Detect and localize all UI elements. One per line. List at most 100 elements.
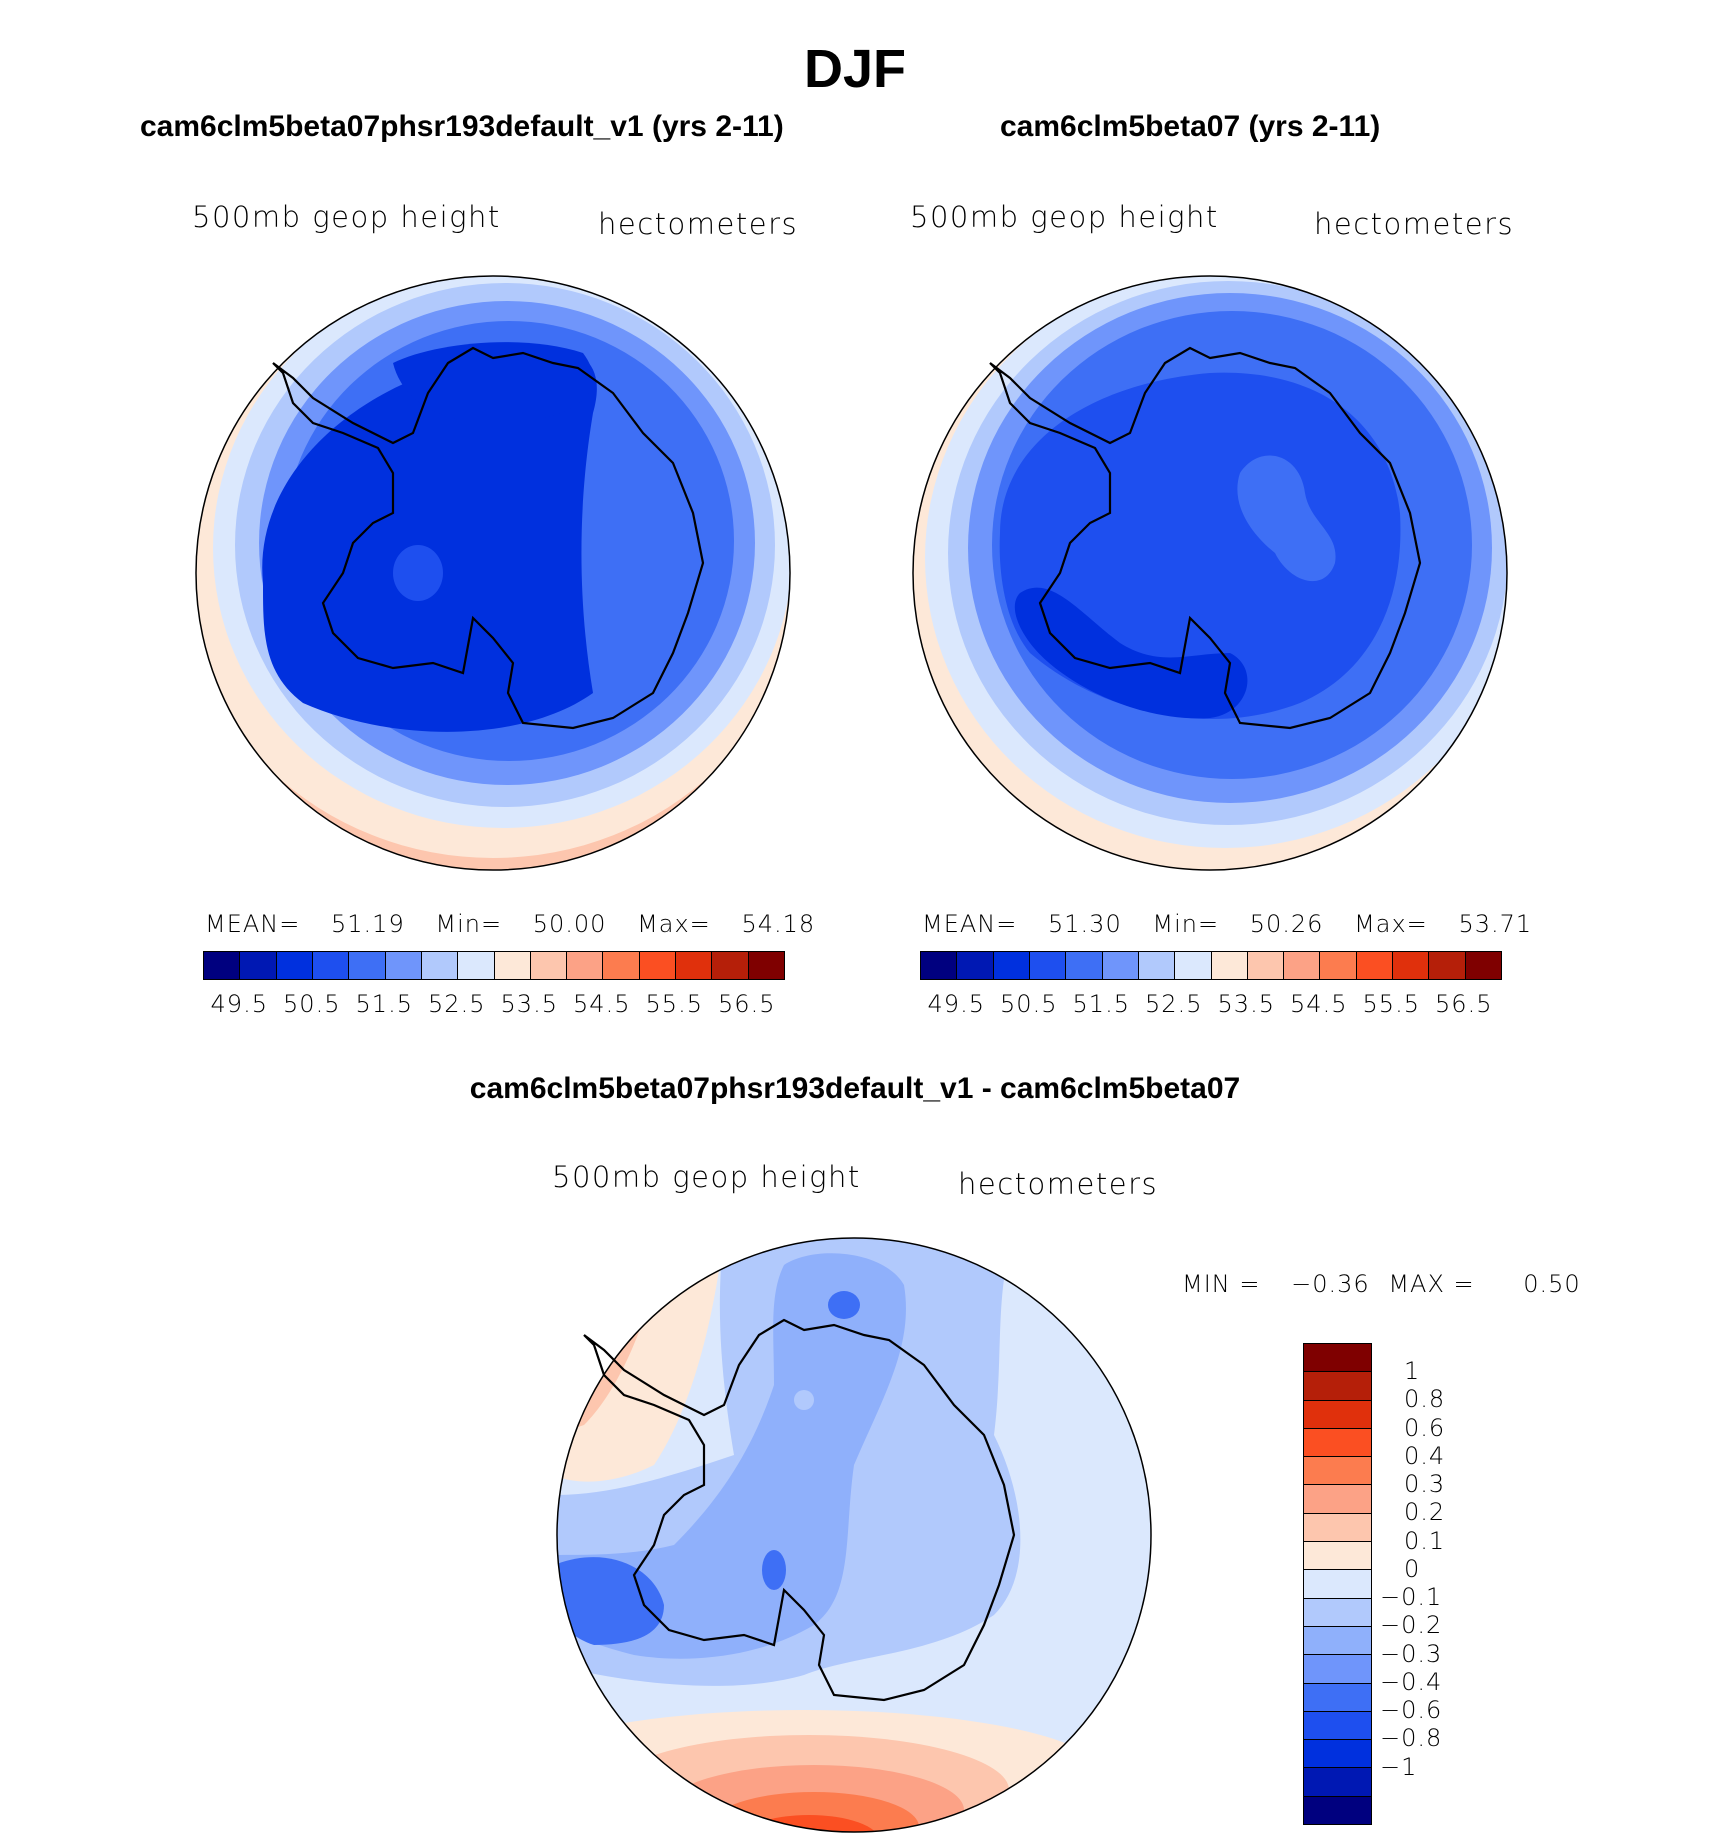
panel1-max-value: 54.18 [741, 910, 816, 938]
diff-subtitle: cam6clm5beta07phsr193default_v1 - cam6cl… [469, 1072, 1241, 1105]
colorbar-swatch [1304, 1484, 1371, 1513]
colorbar-tick-label: 0.8 [1404, 1385, 1446, 1414]
colorbar-swatch [992, 952, 1029, 979]
colorbar-tick-label: 0 [1404, 1554, 1421, 1583]
panel1-min-label: Min= [435, 910, 503, 938]
diff-min-value: −0.36 [1291, 1270, 1370, 1298]
colorbar-swatch [348, 952, 385, 979]
colorbar-swatch [1304, 1625, 1371, 1655]
colorbar-swatch [921, 952, 957, 979]
colorbar-tick-label: 51.5 [355, 990, 413, 1018]
colorbar-swatch [1304, 1569, 1371, 1598]
colorbar-tick-label: 53.5 [500, 990, 558, 1018]
colorbar-tick-label: 53.5 [1217, 990, 1275, 1018]
panel2-min-value: 50.26 [1249, 910, 1324, 938]
diff-max-value: 0.50 [1523, 1270, 1581, 1298]
colorbar-tick-label: 0.2 [1404, 1498, 1446, 1527]
diff-colorbar-ticks: 1 0.8 0.6 0.4 0.3 0.2 0.1 0 −0.1 −0.2 −0.3 −0.4 −0.6… [1380, 1343, 1584, 1823]
colorbar-swatch [529, 952, 567, 979]
colorbar-swatch [1283, 952, 1320, 979]
colorbar-tick-label: 56.5 [1435, 990, 1493, 1018]
colorbar-swatch [493, 952, 530, 979]
panel1-field-label: 500mb geop height [192, 200, 501, 234]
colorbar-tick-label: 52.5 [1145, 990, 1203, 1018]
colorbar-swatch [1304, 1371, 1371, 1400]
colorbar-swatch [457, 952, 494, 979]
panel2-colorbar-ticks: 49.5 50.5 51.5 52.5 53.5 54.5 55.5 56.5 [920, 990, 1500, 1020]
colorbar-swatch [1246, 952, 1284, 979]
colorbar-swatch [1304, 1344, 1371, 1372]
colorbar-swatch [1304, 1541, 1371, 1570]
page-title: DJF [803, 39, 906, 99]
panel1-mean-value: 51.19 [331, 910, 405, 938]
panel1-max-label: Max= [637, 910, 711, 938]
colorbar-swatch [1210, 952, 1247, 979]
diff-units-label: hectometers [958, 1167, 1159, 1201]
colorbar-swatch [675, 952, 712, 979]
antarctica-coastline [583, 1318, 1016, 1702]
panel2-max-label: Max= [1354, 910, 1428, 938]
colorbar-swatch [1304, 1399, 1371, 1428]
colorbar-swatch [1065, 952, 1102, 979]
antarctica-coastline [272, 346, 705, 730]
colorbar-swatch [1428, 952, 1465, 979]
colorbar-swatch [1355, 952, 1393, 979]
colorbar-swatch [1304, 1682, 1371, 1711]
colorbar-swatch [1304, 1512, 1371, 1542]
colorbar-tick-label: 0.1 [1404, 1526, 1446, 1555]
colorbar-swatch [711, 952, 748, 979]
panel2-field-label: 500mb geop height [910, 200, 1219, 234]
colorbar-swatch [1319, 952, 1356, 979]
colorbar-swatch [956, 952, 993, 979]
colorbar-tick-label: 49.5 [927, 990, 985, 1018]
colorbar-swatch [204, 952, 240, 979]
panel2-mean-value: 51.30 [1048, 910, 1122, 938]
colorbar-swatch [1304, 1739, 1371, 1768]
colorbar-swatch [1028, 952, 1066, 979]
colorbar-swatch [1101, 952, 1138, 979]
colorbar-tick-label: 56.5 [718, 990, 776, 1018]
panel1-units-label: hectometers [598, 207, 799, 241]
panel1-colorbar-ticks: 49.5 50.5 51.5 52.5 53.5 54.5 55.5 56.5 [203, 990, 783, 1020]
colorbar-tick-label: 0.4 [1404, 1441, 1446, 1470]
colorbar-swatch [747, 952, 784, 979]
colorbar-swatch [638, 952, 676, 979]
panel2-min-label: Min= [1152, 910, 1220, 938]
colorbar-tick-label: −0.3 [1380, 1639, 1443, 1668]
panel1-colorbar [203, 951, 785, 980]
panel1-stats: MEAN= 51.19 Min= 50.00 Max= 54.18 [205, 910, 814, 938]
colorbar-tick-label: −1 [1380, 1752, 1418, 1781]
colorbar-swatch [1392, 952, 1429, 979]
diff-colorbar [1303, 1343, 1372, 1825]
colorbar-tick-label: 49.5 [210, 990, 268, 1018]
colorbar-tick-label: 0.3 [1404, 1470, 1446, 1499]
colorbar-tick-label: 54.5 [1290, 990, 1348, 1018]
colorbar-swatch [384, 952, 421, 979]
panel1-map [195, 275, 791, 871]
colorbar-swatch [420, 952, 458, 979]
colorbar-tick-label: −0.4 [1380, 1667, 1443, 1696]
colorbar-swatch [1304, 1710, 1371, 1740]
colorbar-tick-label: 54.5 [573, 990, 631, 1018]
colorbar-tick-label: 51.5 [1072, 990, 1130, 1018]
colorbar-tick-label: −0.8 [1380, 1724, 1443, 1753]
panel2-mean-label: MEAN= [922, 910, 1018, 938]
colorbar-tick-label: 1 [1404, 1357, 1421, 1386]
colorbar-swatch [311, 952, 349, 979]
colorbar-tick-label: 55.5 [645, 990, 703, 1018]
colorbar-tick-label: 52.5 [428, 990, 486, 1018]
colorbar-tick-label: 50.5 [283, 990, 341, 1018]
colorbar-tick-label: −0.2 [1380, 1611, 1443, 1640]
colorbar-swatch [275, 952, 312, 979]
panel1-min-value: 50.00 [532, 910, 607, 938]
colorbar-swatch [1304, 1456, 1371, 1485]
colorbar-swatch [1174, 952, 1211, 979]
colorbar-tick-label: −0.6 [1380, 1696, 1443, 1725]
colorbar-swatch [1304, 1597, 1371, 1626]
diff-max-label: MAX = [1388, 1270, 1475, 1298]
diff-minmax: MIN = −0.36 MAX = 0.50 [1182, 1270, 1581, 1298]
panel2-subtitle: cam6clm5beta07 (yrs 2-11) [1000, 110, 1381, 143]
colorbar-swatch [566, 952, 603, 979]
colorbar-tick-label: 0.6 [1404, 1413, 1446, 1442]
panel2-units-label: hectometers [1314, 207, 1515, 241]
